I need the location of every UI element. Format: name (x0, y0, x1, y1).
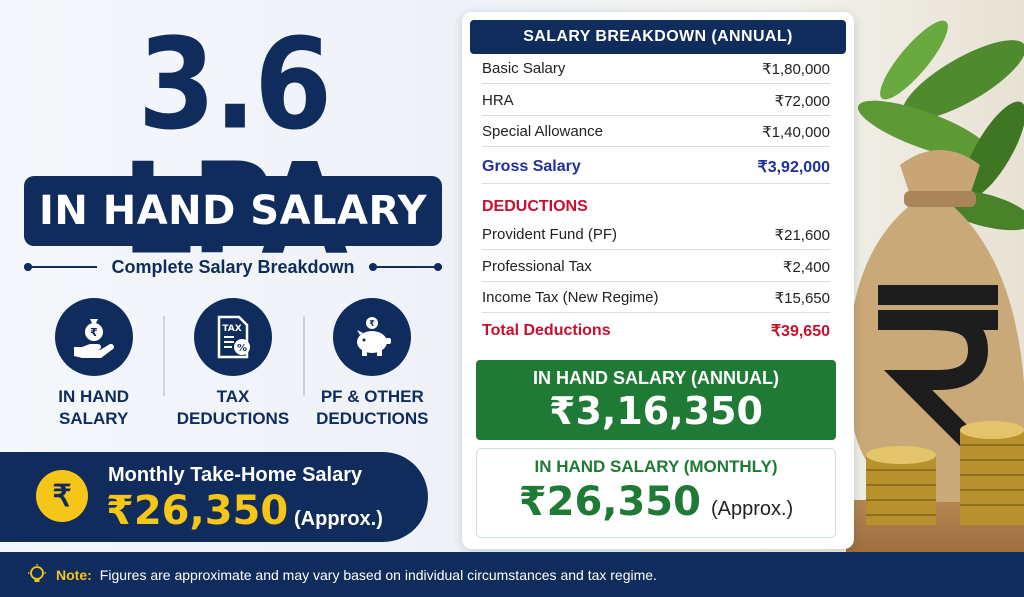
breakdown-header: SALARY BREAKDOWN (ANNUAL) (470, 20, 846, 54)
gross-label: Gross Salary (482, 157, 581, 175)
deduction-row-income-tax: Income Tax (New Regime) ₹15,650 (482, 283, 830, 313)
row-value: ₹21,600 (774, 226, 830, 244)
coin-stack-right (960, 421, 1024, 525)
coin-stack-left (866, 446, 936, 525)
row-value: ₹1,40,000 (762, 123, 830, 141)
row-label: HRA (482, 92, 514, 109)
feature-tax-deductions: TAX % TAX DEDUCTIONS (163, 298, 302, 438)
salary-breakdown-card: SALARY BREAKDOWN (ANNUAL) Basic Salary ₹… (462, 12, 854, 549)
plant-leaves-image (857, 20, 1024, 231)
feature-pf-deductions: ₹ PF & OTHER DEDUCTIONS (302, 298, 442, 438)
tax-document-icon: TAX % (193, 298, 272, 376)
monthly-in-hand-approx: (Approx.) (710, 498, 794, 520)
svg-text:₹: ₹ (370, 319, 376, 328)
feature-label: TAX DEDUCTIONS (176, 387, 290, 428)
row-value: ₹15,650 (774, 289, 830, 307)
feature-label: PF & OTHER DEDUCTIONS (316, 387, 429, 428)
monthly-takehome-panel: ₹ Monthly Take-Home Salary ₹26,350 (Appr… (0, 452, 428, 542)
feature-label: IN HAND SALARY (58, 387, 130, 428)
hero-banner: IN HAND SALARY (24, 176, 442, 246)
annual-in-hand-value: ₹3,16,350 (549, 389, 763, 433)
row-label: Income Tax (New Regime) (482, 289, 659, 306)
deductions-title: DEDUCTIONS (482, 198, 588, 215)
breakdown-row-basic: Basic Salary ₹1,80,000 (482, 54, 830, 84)
subtitle-row: Complete Salary Breakdown (24, 254, 443, 280)
annual-in-hand-box: IN HAND SALARY (ANNUAL) ₹3,16,350 (476, 360, 836, 440)
subtitle-text: Complete Salary Breakdown (111, 256, 355, 277)
svg-text:TAX: TAX (222, 324, 241, 334)
rupee-coin-icon: ₹ (36, 470, 88, 522)
piggy-bank-icon: ₹ (333, 298, 412, 376)
subtitle-divider-left (24, 263, 98, 271)
monthly-takehome-value: ₹26,350 (106, 488, 289, 534)
total-label: Total Deductions (482, 322, 611, 339)
gross-value: ₹3,92,000 (757, 158, 830, 176)
row-value: ₹72,000 (774, 92, 830, 110)
row-value: ₹1,80,000 (762, 60, 830, 78)
lightbulb-icon (28, 563, 46, 582)
monthly-takehome-approx: (Approx.) (294, 508, 383, 530)
total-value: ₹39,650 (770, 323, 830, 340)
footer-note-text: Figures are approximate and may vary bas… (99, 566, 657, 583)
monthly-takehome-label: Monthly Take-Home Salary (108, 464, 363, 486)
feature-in-hand-salary: ₹ IN HAND SALARY (24, 298, 163, 438)
annual-in-hand-label: IN HAND SALARY (ANNUAL) (533, 368, 779, 388)
svg-text:₹: ₹ (90, 326, 98, 339)
monthly-in-hand-value: ₹26,350 (518, 479, 701, 525)
monthly-in-hand-box: IN HAND SALARY (MONTHLY) ₹26,350 (Approx… (476, 448, 836, 538)
subtitle-divider-right (368, 263, 443, 271)
footer-note-label: Note: (56, 566, 92, 583)
monthly-in-hand-label: IN HAND SALARY (MONTHLY) (534, 457, 778, 476)
row-value: ₹2,400 (782, 258, 830, 276)
row-label: Special Allowance (482, 123, 603, 140)
row-label: Provident Fund (PF) (482, 226, 618, 243)
feature-list: ₹ IN HAND SALARY TAX % TAX DEDUCTIONS ₹ (24, 298, 442, 438)
breakdown-row-hra: HRA ₹72,000 (482, 86, 830, 116)
row-label: Basic Salary (482, 60, 566, 77)
money-hand-icon: ₹ (54, 298, 133, 376)
deduction-row-pf: Provident Fund (PF) ₹21,600 (482, 220, 830, 250)
svg-text:%: % (237, 343, 247, 354)
deduction-row-professional-tax: Professional Tax ₹2,400 (482, 252, 830, 282)
footer-note: Note: Figures are approximate and may va… (0, 552, 1024, 597)
total-deductions-row: Total Deductions ₹39,650 (482, 316, 830, 346)
hero-banner-text: IN HAND SALARY (38, 188, 428, 234)
money-bag-image (848, 150, 1024, 525)
gross-salary-row: Gross Salary ₹3,92,000 (482, 150, 830, 184)
breakdown-row-special: Special Allowance ₹1,40,000 (482, 117, 830, 147)
row-label: Professional Tax (482, 258, 592, 275)
